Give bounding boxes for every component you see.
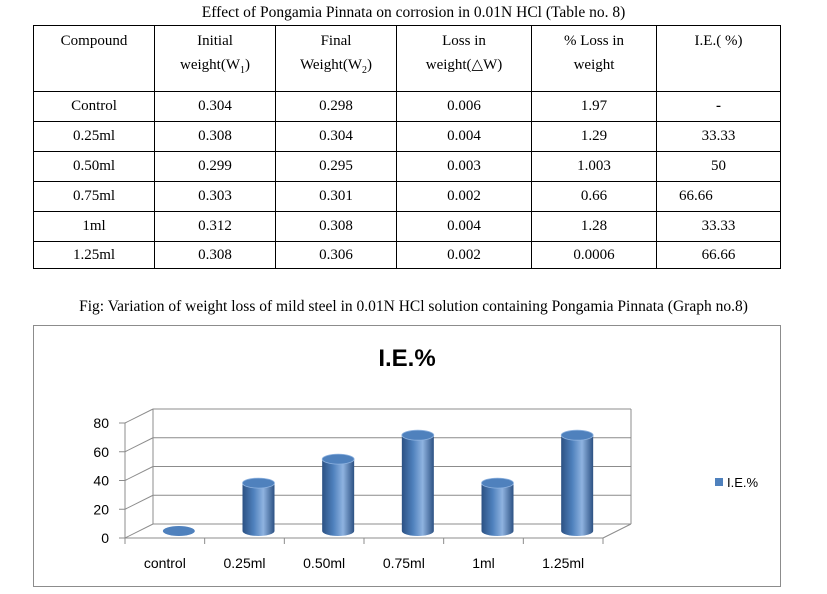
x-tick-label: 0.50ml: [303, 555, 345, 571]
cell-final: 0.308: [275, 211, 397, 242]
gridline: [124, 494, 154, 510]
cell-initial: 0.312: [154, 211, 276, 242]
table-row: Control 0.304 0.298 0.006 1.97 -: [33, 91, 781, 122]
cell-final: 0.301: [275, 181, 397, 212]
x-tick-label: 1.25ml: [542, 555, 584, 571]
chart-container: I.E.% 0 20 40 60 80 control 0.25ml 0.50ml 0.75ml 1…: [33, 325, 781, 587]
cell-compound: 0.25ml: [33, 121, 155, 152]
bar-top-0.25ml: [242, 477, 275, 489]
bar-top-1ml: [481, 477, 514, 489]
cell-initial: 0.308: [154, 121, 276, 152]
cell-compound: 1.25ml: [33, 241, 155, 269]
figure-caption: Fig: Variation of weight loss of mild st…: [79, 298, 748, 315]
cell-ie: 50: [656, 151, 781, 182]
floor-right-edge: [602, 523, 632, 539]
x-tick-label: control: [144, 555, 186, 571]
cell-ie: 66.66: [656, 241, 781, 269]
cell-loss: 0.003: [396, 151, 532, 182]
cell-pct-loss: 1.28: [531, 211, 657, 242]
header-initial-weight: Initial weight(W1): [154, 25, 276, 92]
cell-compound: 0.75ml: [33, 181, 155, 212]
bar-1.25ml: [561, 435, 594, 536]
cell-loss: 0.004: [396, 211, 532, 242]
cell-final: 0.304: [275, 121, 397, 152]
chart-title: I.E.%: [378, 345, 435, 372]
cell-pct-loss: 1.29: [531, 121, 657, 152]
x-tick-label: 1ml: [472, 555, 495, 571]
header-compound: Compound: [33, 25, 155, 92]
bar-control: [162, 526, 195, 536]
table-row: 1.25ml 0.308 0.306 0.002 0.0006 66.66: [33, 241, 781, 269]
cell-pct-loss: 1.97: [531, 91, 657, 122]
cell-pct-loss: 0.0006: [531, 241, 657, 269]
cell-initial: 0.299: [154, 151, 276, 182]
cell-initial: 0.304: [154, 91, 276, 122]
gridline: [124, 523, 154, 539]
y-tick-label: 60: [93, 444, 109, 460]
legend-swatch: [715, 478, 723, 486]
cell-loss: 0.002: [396, 241, 532, 269]
cell-final: 0.306: [275, 241, 397, 269]
table-row: 1ml 0.312 0.308 0.004 1.28 33.33: [33, 211, 781, 242]
cell-compound: Control: [33, 91, 155, 122]
header-ie: I.E.( %): [656, 25, 781, 92]
cell-loss: 0.002: [396, 181, 532, 212]
cell-final: 0.295: [275, 151, 397, 182]
bar-1ml: [481, 483, 514, 536]
bar-top-1.25ml: [560, 429, 594, 441]
table-row: 0.75ml 0.303 0.301 0.002 0.66 66.66: [33, 181, 781, 212]
cell-pct-loss: 1.003: [531, 151, 657, 182]
y-tick-label: 20: [93, 501, 109, 517]
gridline: [124, 437, 154, 453]
bar-top-0.50ml: [321, 453, 355, 465]
gridline: [124, 466, 154, 481]
y-tick-label: 40: [93, 473, 109, 489]
cell-ie: 66.66: [656, 181, 781, 212]
header-loss-in-weight: Loss in weight(△W): [396, 25, 532, 92]
cell-ie: 33.33: [656, 211, 781, 242]
cell-initial: 0.308: [154, 241, 276, 269]
x-tick-label: 0.25ml: [223, 555, 265, 571]
table-title: Effect of Pongamia Pinnata on corrosion …: [201, 4, 626, 21]
table-header-row: Compound Initial weight(W1) Final Weight…: [33, 25, 781, 92]
bar-top-0.75ml: [401, 429, 435, 441]
y-tick-label: 80: [93, 415, 109, 431]
header-final-weight: Final Weight(W2): [275, 25, 397, 92]
bar-0.75ml: [401, 435, 434, 536]
cell-compound: 0.50ml: [33, 151, 155, 182]
ie-bar-chart: I.E.% 0 20 40 60 80 control 0.25ml 0.50ml 0.75ml 1…: [93, 345, 759, 571]
table-row: 0.50ml 0.299 0.295 0.003 1.003 50: [33, 151, 781, 182]
cell-pct-loss: 0.66: [531, 181, 657, 212]
x-tick-label: 0.75ml: [383, 555, 425, 571]
header-pct-loss: % Loss in weight: [531, 25, 657, 92]
cell-final: 0.298: [275, 91, 397, 122]
cell-ie: 33.33: [656, 121, 781, 152]
cell-ie: -: [656, 91, 781, 122]
cell-initial: 0.303: [154, 181, 276, 212]
gridline: [124, 408, 154, 424]
bar-0.50ml: [322, 459, 355, 536]
corrosion-table: Compound Initial weight(W1) Final Weight…: [33, 25, 781, 269]
bar-0.25ml: [242, 483, 275, 536]
table-row: 0.25ml 0.308 0.304 0.004 1.29 33.33: [33, 121, 781, 152]
y-tick-label: 0: [101, 530, 109, 546]
cell-loss: 0.004: [396, 121, 532, 152]
legend-label: I.E.%: [727, 475, 759, 490]
cell-loss: 0.006: [396, 91, 532, 122]
cell-compound: 1ml: [33, 211, 155, 242]
